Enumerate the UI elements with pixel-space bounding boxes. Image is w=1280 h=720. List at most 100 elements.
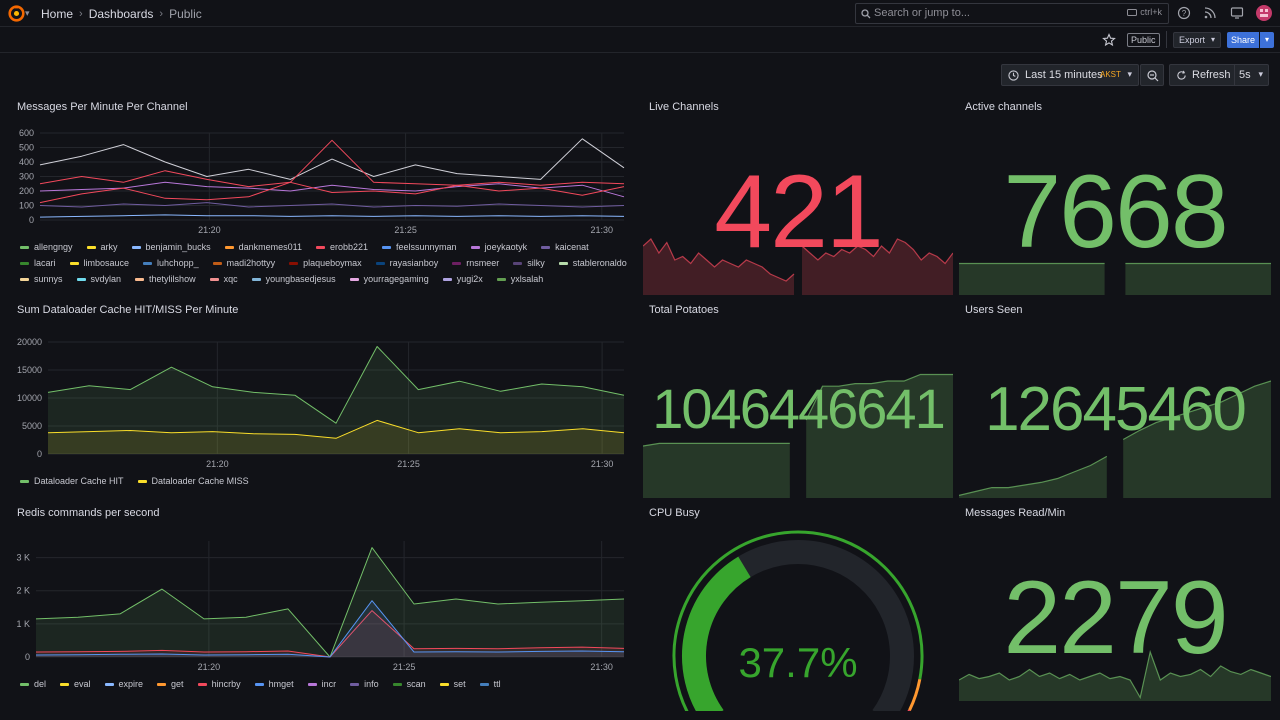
legend-item[interactable]: limbosauce (69, 255, 129, 271)
avatar[interactable] (1256, 5, 1272, 21)
legend-item[interactable]: set (439, 676, 466, 692)
refresh-button[interactable]: Refresh (1169, 64, 1235, 86)
chevron-down-icon: ▾ (1127, 69, 1132, 79)
legend-item[interactable]: hincrby (197, 676, 241, 692)
zoom-out-button[interactable] (1140, 64, 1164, 86)
legend-item[interactable]: arky (86, 239, 118, 255)
legend-item[interactable]: kaicenat (541, 239, 589, 255)
legend-item[interactable]: silky (513, 255, 545, 271)
legend-item[interactable]: thetylilshow (135, 271, 196, 287)
legend-item[interactable]: joeykaotyk (470, 239, 527, 255)
legend-item[interactable]: incr (307, 676, 337, 692)
y-tick-label: 0 (25, 652, 30, 662)
legend-label: ttl (493, 679, 501, 689)
share-button[interactable]: Share (1227, 32, 1259, 48)
refresh-interval-picker[interactable]: 5s ▾ (1235, 64, 1269, 86)
legend-swatch (104, 682, 114, 686)
legend-swatch (558, 261, 568, 265)
search-input[interactable]: Search or jump to... ctrl+k (855, 3, 1169, 24)
x-tick-label: 21:20 (198, 225, 221, 235)
time-range-picker[interactable]: Last 15 minutes AKST ▾ (1001, 64, 1139, 86)
legend-item[interactable]: madi2hottyy (212, 255, 276, 271)
legend-item[interactable]: yugi2x (442, 271, 483, 287)
export-button[interactable]: Export ▾ (1173, 32, 1221, 48)
series-line (39, 181, 625, 198)
legend-swatch (315, 245, 325, 249)
legend-item[interactable]: scan (392, 676, 426, 692)
legend-item[interactable]: del (20, 676, 46, 692)
legend-item[interactable]: svdylan (76, 271, 121, 287)
series-area (36, 610, 624, 657)
series-line (35, 600, 625, 658)
legend-item[interactable]: plaqueboymax (289, 255, 362, 271)
legend-label: hmget (268, 679, 294, 689)
legend-item[interactable]: stableronaldo (558, 255, 627, 271)
legend-label: madi2hottyy (226, 258, 276, 268)
series-line (39, 139, 625, 188)
legend-item[interactable]: sunnys (20, 271, 63, 287)
messages-chart[interactable]: 600 500 400 300 200 100 0 21:20 21:25 21:30 (0, 123, 640, 263)
legend-swatch (479, 682, 489, 686)
legend-item[interactable]: eval (60, 676, 91, 692)
legend-swatch (251, 277, 261, 281)
legend-swatch (209, 277, 219, 281)
legend-item[interactable]: yourragegaming (349, 271, 429, 287)
rss-news-icon[interactable] (1203, 6, 1217, 20)
legend-label: info (364, 679, 379, 689)
legend-item[interactable]: dankmemes011 (224, 239, 302, 255)
breadcrumb-home[interactable]: Home (41, 7, 74, 21)
legend-swatch (350, 682, 360, 686)
chevron-right-icon: › (79, 8, 83, 20)
legend-swatch (382, 245, 392, 249)
share-dropdown-button[interactable]: ▾ (1260, 32, 1274, 48)
redis-chart[interactable]: 3 K 2 K 1 K 0 21:20 21:25 21:30 (0, 527, 640, 677)
y-tick-label: 15000 (17, 365, 42, 375)
legend-item[interactable]: rayasianboy (375, 255, 438, 271)
legend-item[interactable]: ttl (479, 676, 501, 692)
gauge-value-arc (682, 556, 751, 711)
star-icon[interactable] (1102, 33, 1116, 47)
series-line (39, 202, 625, 208)
dataloader-chart[interactable]: 20000 15000 10000 5000 0 21:20 21:25 21:30 (0, 324, 640, 474)
legend-swatch (307, 682, 317, 686)
legend-item[interactable]: allengngy (20, 239, 73, 255)
legend-item[interactable]: hmget (254, 676, 294, 692)
legend-item[interactable]: Dataloader Cache HIT (20, 473, 124, 489)
legend-item[interactable]: youngbasedjesus (251, 271, 336, 287)
legend-item[interactable]: lacari (20, 255, 56, 271)
legend-label: lacari (34, 258, 56, 268)
sparkline-line (801, 238, 953, 265)
cpu-busy-gauge (672, 530, 924, 711)
legend-item[interactable]: rnsmeer (452, 255, 499, 271)
legend-item[interactable]: expire (104, 676, 143, 692)
y-tick-label: 20000 (17, 337, 42, 347)
legend-item[interactable]: get (157, 676, 184, 692)
sparkline-area (959, 456, 1107, 498)
y-tick-label: 400 (19, 157, 34, 167)
legend-swatch (143, 261, 153, 265)
breadcrumb-current: Public (169, 7, 202, 21)
x-tick-label: 21:30 (591, 459, 614, 469)
legend-item[interactable]: luhchopp_ (143, 255, 199, 271)
dataloader-legend: Dataloader Cache HIT Dataloader Cache MIS… (20, 473, 630, 489)
panel-redis-commands: Redis commands per second 3 K 2 K 1 K 0 21:2… (0, 501, 640, 701)
legend-swatch (442, 277, 452, 281)
chevron-down-icon[interactable]: ▾ (25, 8, 30, 18)
legend-item[interactable]: yxlsalah (496, 271, 543, 287)
chevron-down-icon: ▾ (1210, 35, 1215, 44)
y-tick-label: 3 K (16, 553, 30, 563)
y-tick-label: 200 (19, 186, 34, 196)
legend-swatch (197, 682, 207, 686)
monitor-icon[interactable] (1230, 6, 1244, 20)
legend-item[interactable]: benjamin_bucks (131, 239, 211, 255)
legend-item[interactable]: erobb221 (315, 239, 368, 255)
legend-item[interactable]: info (350, 676, 379, 692)
breadcrumb-dashboards[interactable]: Dashboards (88, 7, 154, 21)
grafana-logo-icon[interactable] (8, 5, 25, 22)
legend-item[interactable]: xqc (209, 271, 238, 287)
legend-item[interactable]: Dataloader Cache MISS (137, 473, 249, 489)
legend-label: incr (321, 679, 337, 689)
panel-title: CPU Busy (649, 507, 700, 519)
help-icon[interactable]: ? (1177, 6, 1191, 20)
legend-item[interactable]: feelssunnyman (382, 239, 457, 255)
